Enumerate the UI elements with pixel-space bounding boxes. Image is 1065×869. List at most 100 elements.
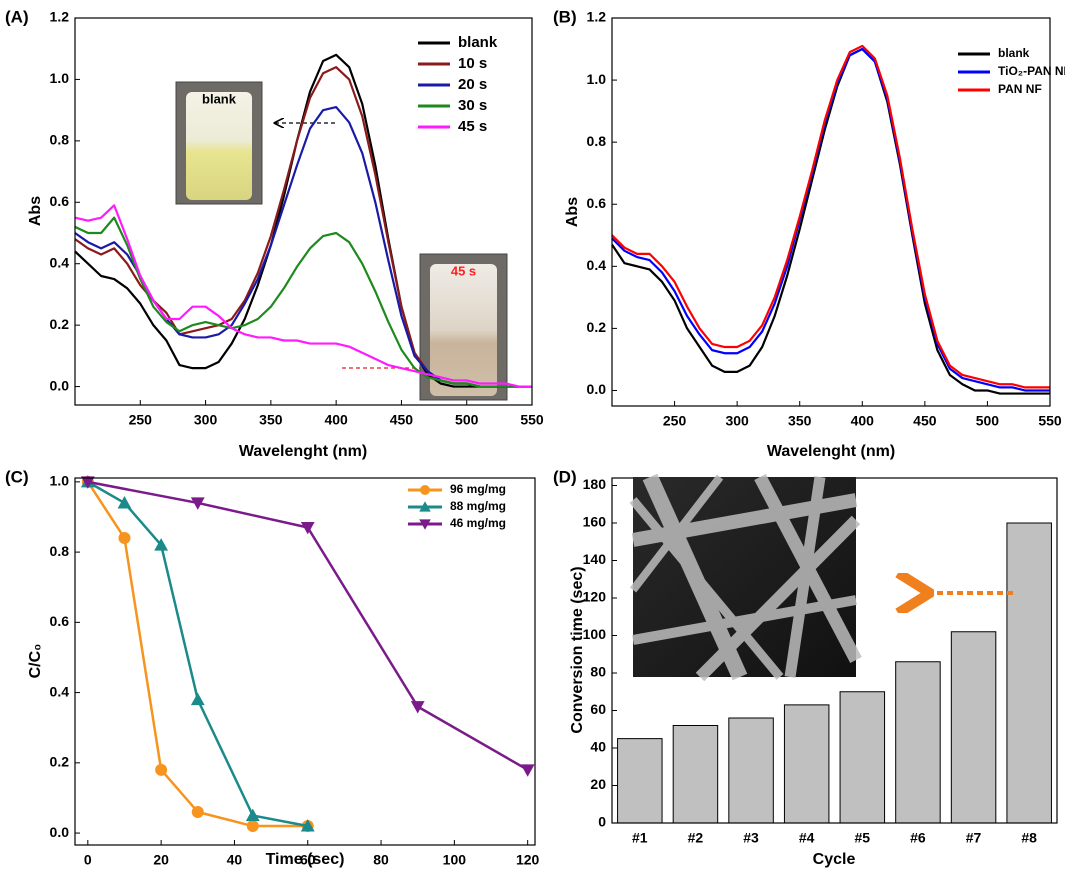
legend-label: 96 mg/mg — [450, 482, 506, 496]
y-tick-label: 0.8 — [50, 132, 70, 148]
y-tick-label: 80 — [590, 664, 606, 680]
bar — [951, 632, 996, 823]
bar — [673, 726, 718, 824]
y-tick-label: 20 — [590, 776, 606, 792]
y-axis-title: Abs — [564, 197, 581, 227]
x-tick-label: 350 — [259, 412, 283, 428]
y-tick-label: 40 — [590, 739, 606, 755]
x-tick-label: 550 — [520, 412, 544, 428]
y-tick-label: 0.8 — [50, 543, 70, 559]
x-axis-title: Wavelenght (nm) — [239, 443, 367, 460]
y-tick-label: 1.2 — [587, 9, 607, 25]
panel-label: (A) — [5, 7, 29, 26]
marker — [247, 820, 259, 832]
y-axis-title: Abs — [27, 196, 44, 226]
x-tick-label: 450 — [913, 413, 937, 429]
bar — [729, 718, 774, 823]
y-tick-label: 0.0 — [587, 381, 607, 397]
y-tick-label: 1.0 — [587, 71, 607, 87]
inset-label: 45 s — [451, 263, 476, 278]
y-tick-label: 140 — [583, 551, 607, 567]
x-tick-label: 20 — [153, 852, 169, 868]
y-tick-label: 1.0 — [50, 473, 70, 489]
y-tick-label: 0.0 — [50, 377, 70, 393]
bar — [784, 705, 829, 823]
x-tick-label: #1 — [632, 830, 648, 846]
x-tick-label: 350 — [788, 413, 812, 429]
x-tick-label: 100 — [443, 852, 467, 868]
y-tick-label: 0.6 — [50, 193, 70, 209]
bar — [618, 739, 663, 823]
bar — [1007, 523, 1052, 823]
legend-label: blank — [458, 34, 498, 51]
x-tick-label: 250 — [663, 413, 687, 429]
x-tick-label: 500 — [976, 413, 1000, 429]
y-tick-label: 0.8 — [587, 133, 607, 149]
y-tick-label: 0.2 — [587, 319, 607, 335]
y-tick-label: 0 — [598, 814, 606, 830]
x-tick-label: 550 — [1038, 413, 1062, 429]
x-tick-label: #3 — [743, 830, 759, 846]
vial — [186, 92, 252, 200]
y-tick-label: 100 — [583, 626, 607, 642]
legend-label: blank — [998, 46, 1030, 60]
y-tick-label: 0.2 — [50, 754, 70, 770]
marker — [521, 764, 535, 776]
y-tick-label: 1.0 — [50, 70, 70, 86]
x-tick-label: 120 — [516, 852, 540, 868]
panel-label: (C) — [5, 467, 29, 486]
marker — [420, 485, 430, 495]
panel: (A) Abs Wavelenght (nm) 0.0 0.2 0.4 0.6 0.8 1.0 1… — [5, 7, 544, 460]
y-tick-label: 0.4 — [50, 254, 70, 270]
legend-label: 10 s — [458, 55, 487, 72]
y-tick-label: 0.2 — [50, 316, 70, 332]
y-tick-label: 1.2 — [50, 9, 70, 25]
series-line — [612, 46, 1050, 387]
x-tick-label: 500 — [455, 412, 479, 428]
y-tick-label: 0.4 — [50, 683, 70, 699]
x-tick-label: 60 — [300, 852, 316, 868]
legend-label: 88 mg/mg — [450, 499, 506, 513]
y-tick-label: 0.0 — [50, 824, 70, 840]
legend-label: TiO₂-PAN NF — [998, 64, 1065, 78]
plot-frame — [612, 18, 1050, 406]
marker — [411, 701, 425, 713]
legend-label: 20 s — [458, 76, 487, 93]
bar — [896, 662, 941, 823]
x-tick-label: #2 — [688, 830, 704, 846]
y-tick-label: 0.6 — [50, 613, 70, 629]
legend-label: PAN NF — [998, 82, 1042, 96]
x-tick-label: 80 — [373, 852, 389, 868]
x-axis-title: Cycle — [813, 851, 856, 868]
marker — [118, 532, 130, 544]
figure: (A) Abs Wavelenght (nm) 0.0 0.2 0.4 0.6 0.8 1.0 1… — [0, 0, 1065, 869]
marker — [155, 764, 167, 776]
y-tick-label: 60 — [590, 701, 606, 717]
marker — [192, 806, 204, 818]
x-tick-label: 400 — [324, 412, 348, 428]
y-tick-label: 0.4 — [587, 257, 607, 273]
x-tick-label: 300 — [194, 412, 218, 428]
inset-label: blank — [202, 91, 237, 106]
x-tick-label: 400 — [851, 413, 875, 429]
x-tick-label: #7 — [966, 830, 982, 846]
marker — [191, 693, 205, 705]
x-axis-title: Wavelenght (nm) — [767, 443, 895, 460]
marker — [301, 522, 315, 534]
legend-label: 45 s — [458, 118, 487, 135]
panel-label: (B) — [553, 7, 577, 26]
x-tick-label: #4 — [799, 830, 815, 846]
marker — [118, 496, 132, 508]
legend-label: 46 mg/mg — [450, 516, 506, 530]
y-tick-label: 160 — [583, 514, 607, 530]
marker — [246, 809, 260, 821]
y-tick-label: 0.6 — [587, 195, 607, 211]
x-tick-label: 40 — [227, 852, 243, 868]
x-tick-label: 450 — [390, 412, 414, 428]
x-tick-label: 300 — [725, 413, 749, 429]
y-tick-label: 120 — [583, 589, 607, 605]
x-tick-label: 250 — [129, 412, 153, 428]
panel: (B) Abs Wavelenght (nm) 0.0 0.2 0.4 0.6 0.8 1.0 1… — [553, 7, 1065, 460]
x-tick-label: #6 — [910, 830, 926, 846]
